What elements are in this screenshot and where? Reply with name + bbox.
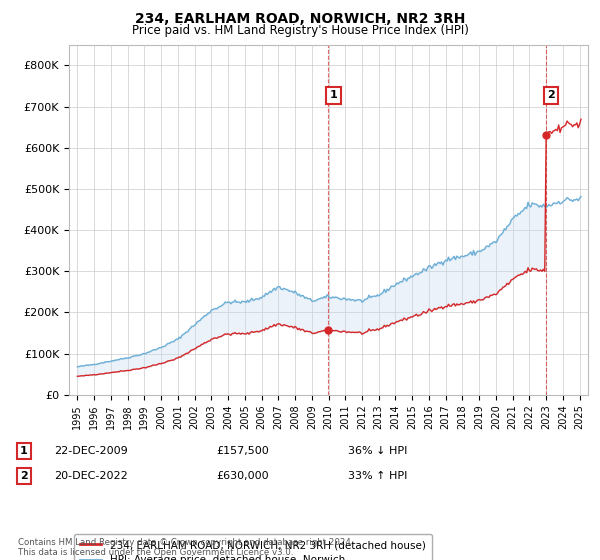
Text: 33% ↑ HPI: 33% ↑ HPI	[348, 471, 407, 481]
Text: £630,000: £630,000	[216, 471, 269, 481]
Text: Contains HM Land Registry data © Crown copyright and database right 2024.
This d: Contains HM Land Registry data © Crown c…	[18, 538, 353, 557]
Text: £157,500: £157,500	[216, 446, 269, 456]
Text: 2: 2	[547, 90, 555, 100]
Text: 36% ↓ HPI: 36% ↓ HPI	[348, 446, 407, 456]
Text: 20-DEC-2022: 20-DEC-2022	[54, 471, 128, 481]
Legend: 234, EARLHAM ROAD, NORWICH, NR2 3RH (detached house), HPI: Average price, detach: 234, EARLHAM ROAD, NORWICH, NR2 3RH (det…	[74, 534, 432, 560]
Text: Price paid vs. HM Land Registry's House Price Index (HPI): Price paid vs. HM Land Registry's House …	[131, 24, 469, 36]
Text: 2: 2	[20, 471, 28, 481]
Text: 234, EARLHAM ROAD, NORWICH, NR2 3RH: 234, EARLHAM ROAD, NORWICH, NR2 3RH	[135, 12, 465, 26]
Text: 1: 1	[329, 90, 337, 100]
Text: 1: 1	[20, 446, 28, 456]
Text: 22-DEC-2009: 22-DEC-2009	[54, 446, 128, 456]
